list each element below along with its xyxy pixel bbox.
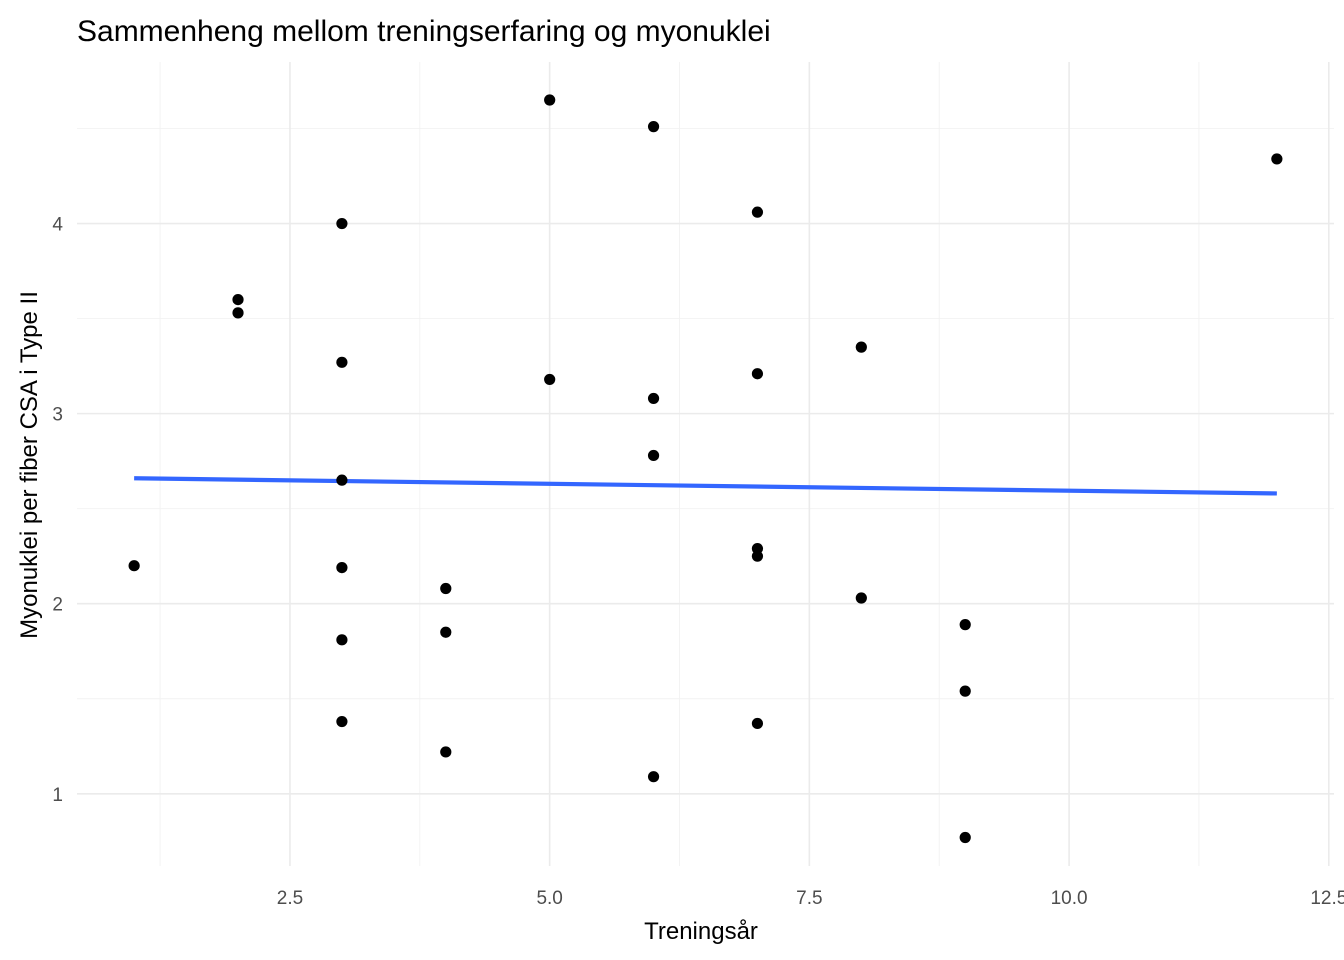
y-axis-title: Myonuklei per fiber CSA i Type II: [16, 291, 43, 639]
data-point: [751, 717, 764, 730]
data-point: [336, 474, 348, 486]
data-point: [751, 206, 764, 218]
data-point: [336, 561, 348, 574]
data-point: [336, 217, 348, 230]
x-tick-label: 2.5: [277, 888, 303, 909]
x-tick-label: 12.5: [1310, 888, 1344, 909]
data-point: [751, 550, 764, 562]
data-point: [232, 293, 244, 306]
data-point: [336, 634, 348, 646]
data-point: [232, 307, 244, 319]
data-point: [440, 626, 452, 638]
x-axis-title: Treningsår: [644, 918, 758, 945]
data-point: [128, 560, 140, 572]
tick-labels: 2.5 5.0 7.5 10.0 12.5 1 2 3 4: [52, 215, 1344, 909]
trend-line-layer: [134, 476, 1277, 496]
data-point: [544, 373, 556, 386]
data-point: [959, 831, 971, 844]
data-point: [855, 592, 867, 604]
data-point: [440, 582, 452, 595]
points-layer: [128, 94, 1283, 844]
data-point: [336, 715, 348, 728]
x-tick-label: 7.5: [796, 888, 822, 909]
y-tick-label: 2: [52, 595, 63, 616]
data-point: [959, 619, 971, 631]
data-point: [647, 449, 660, 462]
x-tick-label: 5.0: [536, 888, 562, 909]
data-point: [336, 356, 348, 368]
data-point: [440, 746, 452, 758]
data-point: [751, 368, 764, 380]
data-point: [647, 121, 660, 133]
trend-line: [134, 476, 1277, 496]
y-tick-label: 1: [52, 785, 63, 806]
data-point: [544, 94, 556, 106]
y-tick-label: 4: [52, 215, 63, 236]
y-tick-label: 3: [52, 405, 63, 426]
data-point: [647, 392, 660, 405]
data-point: [647, 771, 660, 783]
chart-title: Sammenheng mellom treningserfaring og my…: [77, 15, 771, 48]
data-point: [959, 685, 971, 697]
data-point: [855, 341, 867, 353]
x-tick-label: 10.0: [1051, 888, 1088, 909]
data-point: [1271, 153, 1283, 165]
grid: [77, 62, 1334, 866]
